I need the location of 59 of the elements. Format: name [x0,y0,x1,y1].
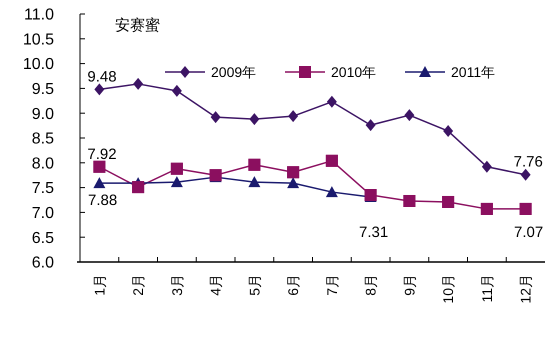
point [287,177,300,188]
x-tick-label: 10月 [440,274,456,304]
x-tick-label: 5月 [246,274,262,296]
y-tick-label: 8.5 [32,130,54,148]
point [94,83,104,96]
legend-label: 2009年 [211,64,256,80]
x-tick-label: 12月 [518,274,534,304]
legend-label: 2011年 [451,64,496,80]
point [133,78,144,90]
y-tick-label: 10.0 [22,56,54,74]
x-tick-label: 3月 [168,274,185,296]
point [249,113,260,126]
y-tick-label: 9.5 [32,81,54,98]
point [248,176,260,188]
point [326,154,338,167]
annotation: 7.88 [88,192,118,209]
x-tick-label: 11月 [478,274,495,303]
point [172,84,182,97]
y-tick-label: 6.5 [32,230,54,247]
annotation: 7.07 [514,224,544,241]
y-tick-label: 10.5 [22,31,54,48]
x-tick-label: 6月 [285,274,302,296]
point [170,162,183,175]
point [287,166,300,178]
y-tick-label: 8.0 [32,155,54,172]
point [170,176,183,188]
x-tick-label: 2月 [130,274,146,296]
point [442,196,454,208]
x-tick-label: 8月 [362,274,379,296]
y-tick-label: 11.0 [24,6,54,24]
point [404,109,414,122]
y-tick-label: 6.0 [32,254,54,272]
point [520,202,532,215]
point [248,158,260,171]
point [326,186,338,198]
point [366,119,376,132]
x-tick-label: 7月 [324,274,340,296]
point [520,168,531,181]
x-tick-label: 9月 [401,274,418,296]
point [132,181,144,194]
point [480,202,493,215]
annotation: 7.92 [87,146,117,163]
point [288,110,298,122]
x-tick-label: 4月 [208,274,224,296]
point [443,125,454,138]
y-tick-label: 7.5 [32,180,54,198]
y-tick-label: 9.0 [32,106,54,123]
point [326,96,337,108]
annotation: 7.31 [359,224,388,241]
point [482,160,492,173]
point [93,160,106,173]
annotation: 9.48 [87,68,117,86]
chart-title: 安赛蜜 [115,17,160,34]
point [93,177,106,188]
x-tick-label: 1月 [91,274,108,296]
annotation: 7.76 [514,154,543,171]
legend-label: 2010年 [331,64,376,80]
point [210,111,221,124]
y-tick-label: 7.0 [32,205,54,222]
